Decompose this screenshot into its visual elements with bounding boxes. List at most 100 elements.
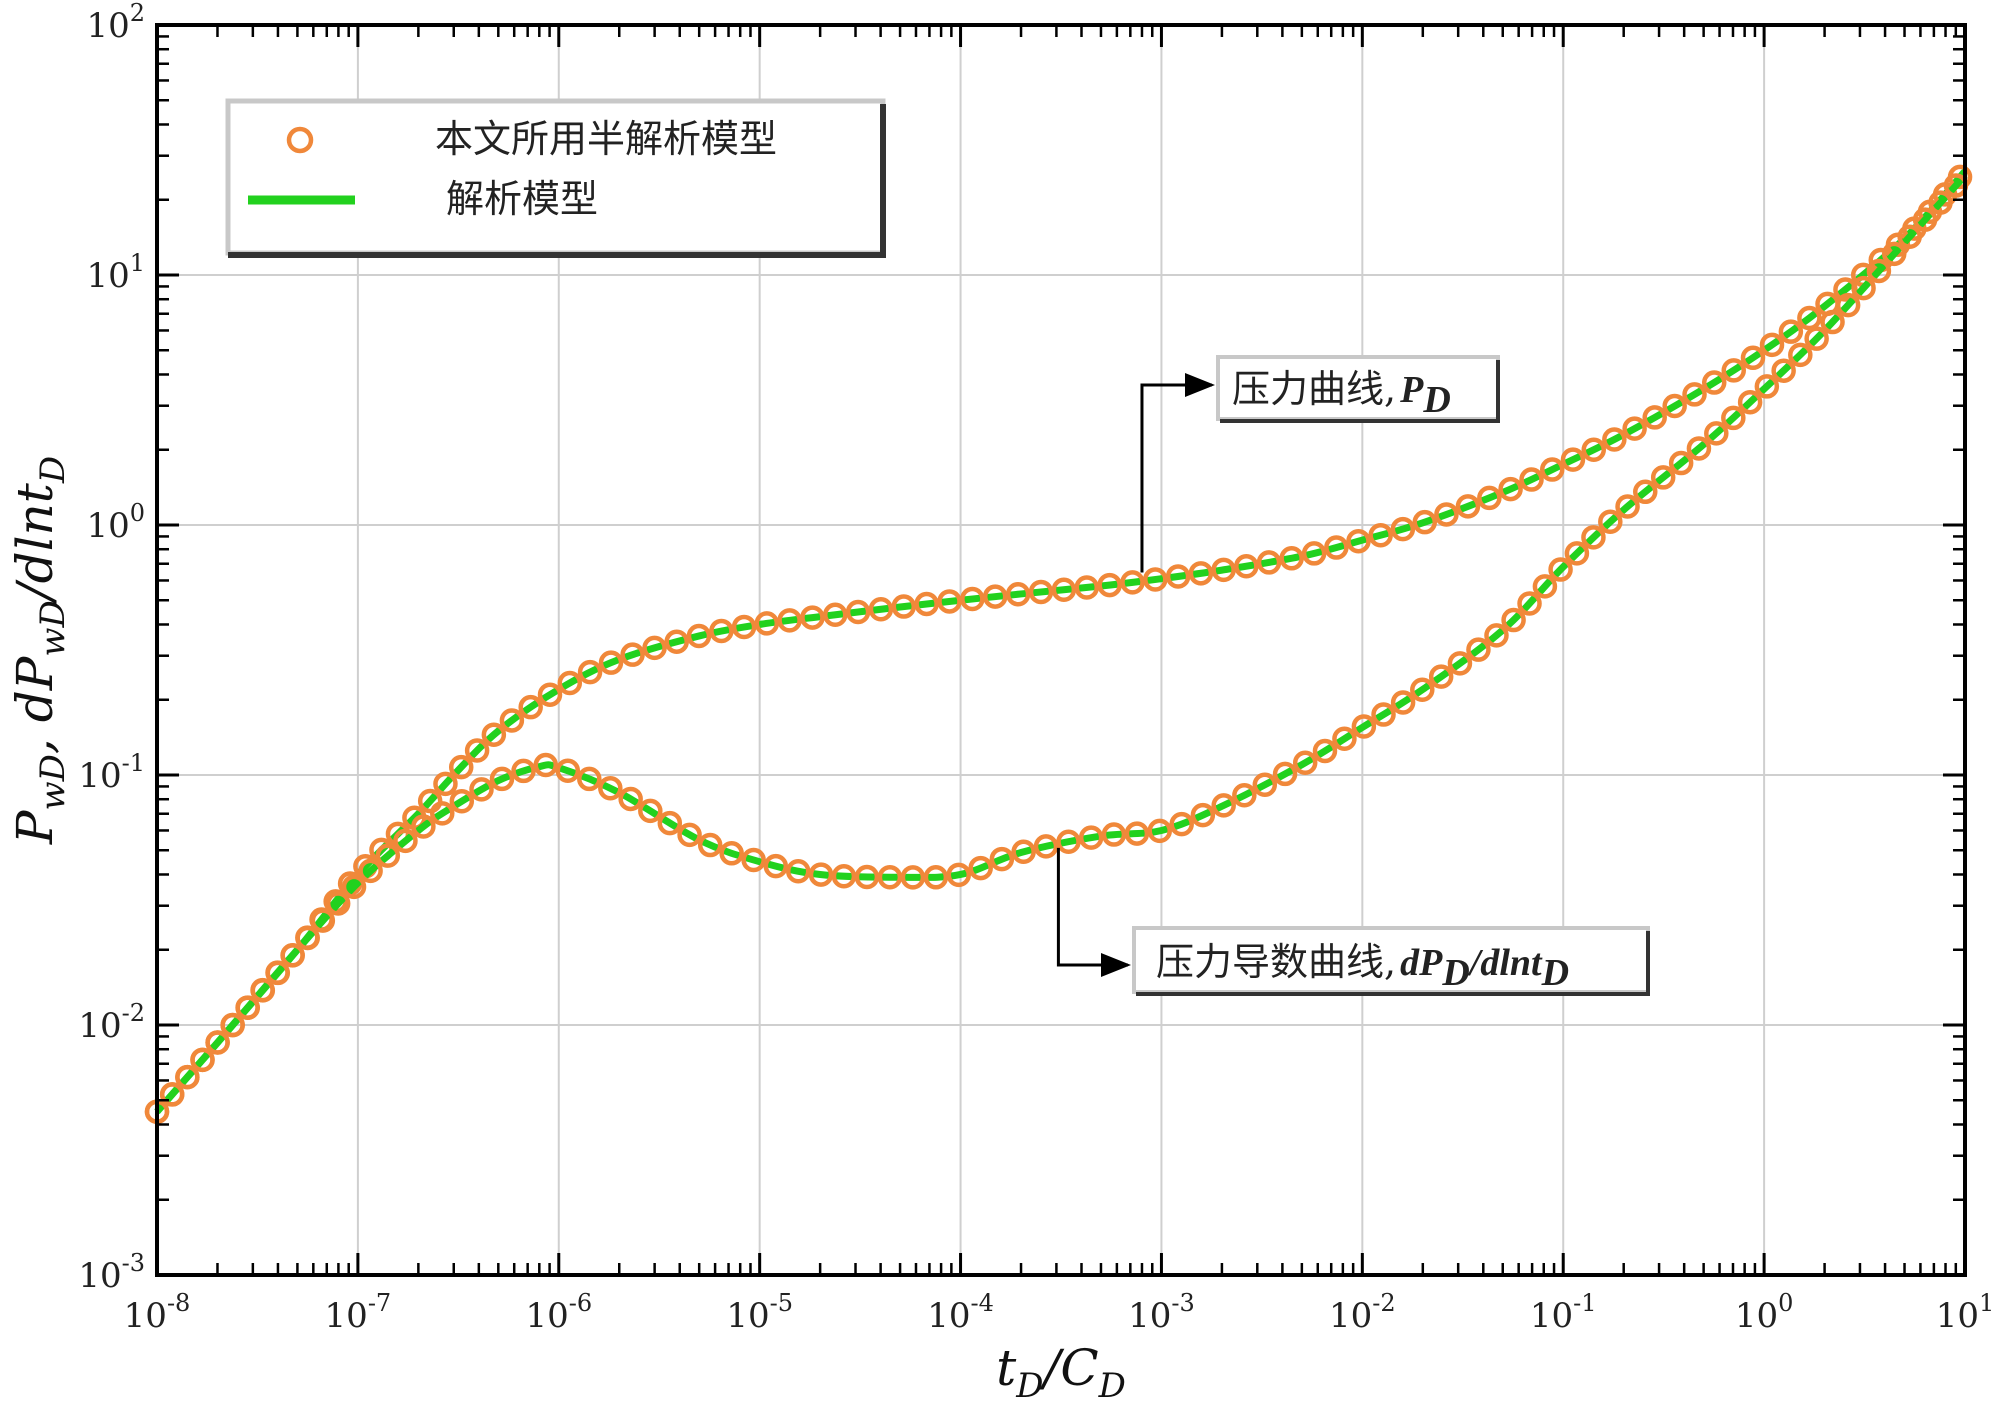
series-marker-1 bbox=[1721, 405, 1746, 431]
tick-labels: 10-8 10-7 10-6 10-5 10-4 10-3 10-2 10-1 100 101 10… bbox=[78, 0, 1994, 1336]
series-marker-1 bbox=[1928, 190, 1953, 215]
series-marker-1 bbox=[1466, 637, 1491, 662]
series-marker-0 bbox=[464, 738, 490, 763]
x-tick-label: 10-1 bbox=[1530, 1289, 1597, 1336]
series-marker-0 bbox=[448, 754, 474, 780]
series-marker-1 bbox=[598, 775, 623, 801]
annotation-box-pd-shadow bbox=[1220, 360, 1500, 423]
series-marker-1 bbox=[1332, 726, 1357, 751]
series-marker-0 bbox=[1477, 485, 1502, 511]
series-marker-1 bbox=[375, 843, 401, 868]
series-marker-1 bbox=[533, 752, 559, 778]
series-marker-0 bbox=[1368, 522, 1393, 548]
series-marker-0 bbox=[777, 608, 802, 633]
series-marker-1 bbox=[280, 943, 305, 968]
series-marker-1 bbox=[1410, 677, 1435, 703]
series-marker-1 bbox=[1581, 525, 1606, 550]
series-marker-0 bbox=[1211, 557, 1236, 583]
x-axis-title: tD/CD bbox=[996, 1339, 1126, 1406]
annotations: 压力曲线, PD 压力导数曲线, dPD/dlntD bbox=[1056, 355, 1650, 996]
series-marker-1 bbox=[719, 841, 744, 866]
series-marker-1 bbox=[489, 766, 515, 792]
series-marker-0 bbox=[1301, 541, 1327, 566]
series-marker-1 bbox=[1484, 623, 1509, 648]
y-tick-label: 101 bbox=[86, 249, 145, 296]
y-tick-label: 10-2 bbox=[78, 999, 145, 1046]
annotation-label-dpd: 压力导数曲线, dPD/dlntD bbox=[1156, 940, 1569, 994]
series-marker-1 bbox=[1252, 772, 1278, 797]
series-marker-1 bbox=[358, 858, 383, 884]
series-marker-0 bbox=[598, 650, 624, 675]
series-marker-1 bbox=[1292, 750, 1318, 776]
series-marker-1 bbox=[1447, 651, 1473, 676]
series-marker-1 bbox=[1371, 702, 1396, 727]
series-marker-0 bbox=[1759, 332, 1785, 358]
x-tick-label: 10-7 bbox=[325, 1289, 392, 1336]
series-marker-1 bbox=[1232, 783, 1257, 808]
series-marker-0 bbox=[1051, 577, 1077, 603]
x-tick-label: 10-6 bbox=[525, 1289, 592, 1336]
series-marker-1 bbox=[295, 925, 320, 951]
series-marker-1 bbox=[618, 786, 643, 812]
legend-marker-circle bbox=[286, 126, 314, 154]
series-marker-0 bbox=[1412, 509, 1438, 535]
series-line-0 bbox=[154, 168, 1968, 1115]
series-marker-0 bbox=[1028, 579, 1054, 605]
series-marker-0 bbox=[1279, 546, 1304, 571]
series-marker-1 bbox=[946, 862, 971, 888]
series-marker-0 bbox=[1455, 494, 1481, 519]
series-marker-1 bbox=[1598, 509, 1623, 534]
annotation-box-pd bbox=[1216, 355, 1500, 421]
series-marker-1 bbox=[1190, 802, 1216, 828]
series-layer bbox=[144, 164, 1973, 1124]
series-marker-1 bbox=[393, 828, 418, 854]
series-marker-0 bbox=[664, 629, 689, 654]
series-marker-1 bbox=[220, 1012, 245, 1038]
series-marker-0 bbox=[891, 594, 917, 619]
series-marker-0 bbox=[937, 589, 962, 614]
series-marker-1 bbox=[469, 777, 494, 802]
series-line-1 bbox=[154, 173, 1968, 1115]
series-marker-0 bbox=[1188, 561, 1214, 586]
series-marker-1 bbox=[1517, 591, 1542, 616]
series-marker-1 bbox=[808, 862, 834, 887]
legend-box-shadow bbox=[228, 104, 886, 258]
series-marker-1 bbox=[310, 908, 336, 933]
series-marker-0 bbox=[1701, 370, 1727, 395]
series-marker-1 bbox=[1501, 607, 1526, 633]
y-tick-label: 100 bbox=[86, 499, 145, 546]
series-marker-0 bbox=[1074, 575, 1100, 600]
series-marker-0 bbox=[1256, 550, 1282, 575]
annotation-arrow-dpd bbox=[1056, 847, 1131, 977]
series-marker-0 bbox=[1682, 382, 1707, 407]
series-marker-1 bbox=[1056, 829, 1081, 854]
legend-box bbox=[225, 98, 886, 256]
series-marker-1 bbox=[1147, 818, 1172, 844]
series-marker-1 bbox=[1754, 374, 1780, 399]
series-marker-0 bbox=[1642, 405, 1667, 430]
series-marker-0 bbox=[518, 694, 543, 720]
series-marker-1 bbox=[1668, 450, 1694, 476]
series-marker-0 bbox=[642, 635, 667, 661]
series-marker-1 bbox=[1390, 690, 1416, 715]
series-marker-1 bbox=[1101, 822, 1127, 847]
series-marker-1 bbox=[1124, 821, 1150, 846]
series-marker-0 bbox=[1519, 467, 1544, 492]
series-marker-1 bbox=[1211, 793, 1236, 818]
series-marker-1 bbox=[1771, 358, 1796, 383]
series-marker-1 bbox=[1704, 421, 1729, 446]
series-marker-1 bbox=[175, 1064, 200, 1090]
series-marker-0 bbox=[754, 611, 780, 636]
series-marker-0 bbox=[1622, 416, 1647, 441]
series-marker-0 bbox=[1165, 564, 1191, 589]
series-marker-1 bbox=[449, 788, 475, 814]
series-marker-1 bbox=[657, 810, 683, 836]
series-marker-1 bbox=[159, 1082, 185, 1107]
x-tick-label: 10-2 bbox=[1329, 1289, 1396, 1336]
series-marker-1 bbox=[555, 758, 581, 783]
y-tick-label: 102 bbox=[86, 0, 145, 46]
series-marker-1 bbox=[430, 801, 455, 826]
series-marker-0 bbox=[433, 771, 458, 797]
series-marker-0 bbox=[982, 584, 1008, 609]
